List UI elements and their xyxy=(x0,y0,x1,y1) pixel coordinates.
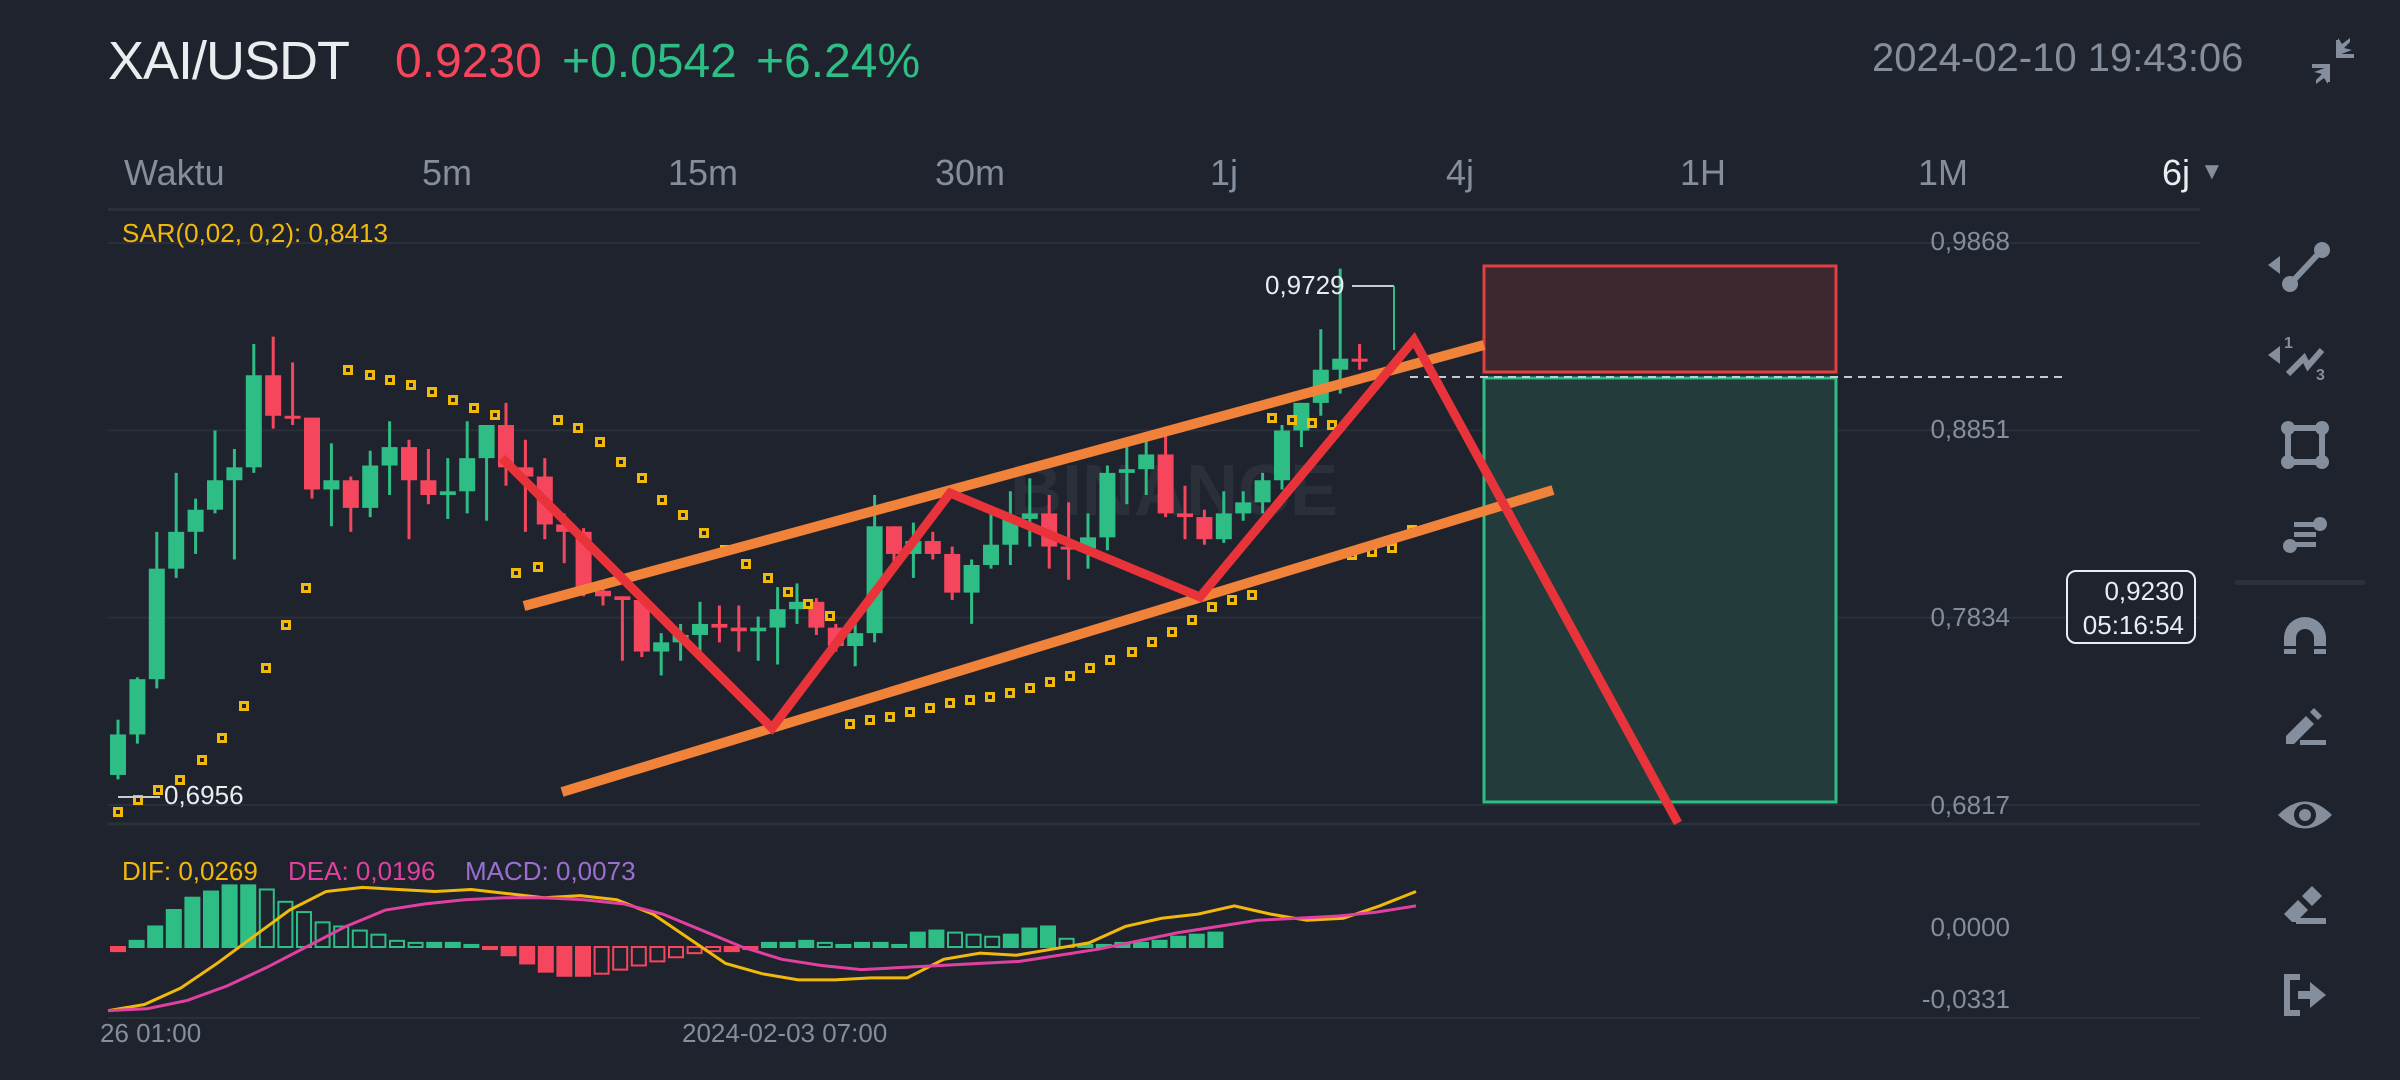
fibonacci-wave-tool[interactable]: 1 3 xyxy=(2268,320,2340,390)
current-price-tag: 0,9230 05:16:54 xyxy=(2066,570,2196,644)
dif-legend: DIF: 0,0269 xyxy=(122,856,258,886)
fib-retracement-tool[interactable] xyxy=(2270,500,2340,570)
eraser-tool[interactable] xyxy=(2270,870,2340,940)
price-axis-label: 0,7834 xyxy=(1930,602,2010,632)
visibility-tool[interactable] xyxy=(2270,780,2340,850)
eraser-icon xyxy=(2284,886,2326,924)
tab-30m[interactable]: 30m xyxy=(935,152,1006,193)
eye-visibility-icon xyxy=(2278,801,2332,829)
svg-text:1: 1 xyxy=(2284,335,2293,352)
tab-5m[interactable]: 5m xyxy=(422,152,473,193)
drawing-toolbar: 1 3 xyxy=(2235,212,2395,1080)
tab-1m[interactable]: 1M xyxy=(1918,152,1969,193)
take-profit-zone[interactable] xyxy=(1482,376,1838,804)
price-change-percent: +6.24% xyxy=(756,35,921,88)
price-axis-label: 0,8851 xyxy=(1930,414,2010,444)
tab-4j[interactable]: 4j xyxy=(1446,152,1475,193)
rectangle-tool[interactable] xyxy=(2270,410,2340,480)
price-chart[interactable]: BINANCE xyxy=(0,212,2200,1080)
submenu-arrow-icon[interactable] xyxy=(2268,346,2280,364)
tab-6j-label: 6j xyxy=(2162,152,2191,193)
rectangle-shape-icon xyxy=(2281,421,2329,469)
price-tag-value: 0,9230 xyxy=(2104,576,2184,606)
macd-axis-label: -0,0331 xyxy=(1921,984,2010,1014)
low-price-label: 0,6956 xyxy=(164,780,244,810)
macd-axis-label: 0,0000 xyxy=(1930,912,2010,942)
price-tag-countdown: 05:16:54 xyxy=(2082,610,2184,640)
high-price-label: 0,9729 xyxy=(1265,270,1345,300)
pencil-draw-icon xyxy=(2286,708,2326,745)
last-price: 0.9230 xyxy=(395,35,542,88)
submenu-arrow-icon[interactable] xyxy=(2268,256,2280,274)
svg-text:3: 3 xyxy=(2316,367,2325,384)
dea-legend: DEA: 0,0196 xyxy=(288,856,436,886)
tab-15m[interactable]: 15m xyxy=(668,152,739,193)
time-axis-label: 26 01:00 xyxy=(100,1018,202,1048)
exit-icon xyxy=(2284,974,2326,1016)
price-axis-label: 0,6817 xyxy=(1930,790,2010,820)
collapse-arrows-icon[interactable] xyxy=(2308,36,2358,86)
channel-upper-line[interactable] xyxy=(522,340,1486,611)
toolbar-divider xyxy=(2235,580,2365,585)
tab-waktu[interactable]: Waktu xyxy=(124,152,225,193)
trend-line-icon xyxy=(2282,242,2330,292)
pencil-tool[interactable] xyxy=(2270,690,2340,760)
magnet-icon xyxy=(2284,617,2326,654)
magnet-tool[interactable] xyxy=(2270,600,2340,670)
time-axis-label: 2024-02-03 07:00 xyxy=(682,1018,888,1048)
price-axis-label: 0,9868 xyxy=(1930,226,2010,256)
header: XAI/USDT 0.9230 +0.0542 +6.24% 2024-02-1… xyxy=(0,0,2400,130)
macd-legend: MACD: 0,0073 xyxy=(465,856,636,886)
channel-lower-line[interactable] xyxy=(560,485,1555,797)
zigzag-pattern-line[interactable] xyxy=(498,332,1682,826)
chevron-down-icon: ▼ xyxy=(2200,158,2224,185)
tab-6j[interactable]: 6j ▼ xyxy=(2162,152,2224,194)
timeframe-tabs: Waktu 5m 15m 30m 1j 4j 1H 1M 6j ▼ xyxy=(108,148,2224,211)
symbol-title[interactable]: XAI/USDT xyxy=(108,31,350,91)
tab-1h[interactable]: 1H xyxy=(1680,152,1727,193)
price-change: +0.0542 xyxy=(562,35,737,88)
sar-legend: SAR(0,02, 0,2): 0,8413 xyxy=(122,218,388,248)
fibonacci-wave-icon: 1 3 xyxy=(2284,335,2325,384)
tab-1j[interactable]: 1j xyxy=(1210,152,1239,193)
exit-tool[interactable] xyxy=(2270,960,2340,1030)
fib-retracement-icon xyxy=(2283,517,2327,553)
chart-area[interactable]: BINANCE SAR(0,02, 0,2): 0,8413 0,9868 0,… xyxy=(0,212,2200,1080)
stop-loss-zone[interactable] xyxy=(1482,264,1838,374)
current-datetime: 2024-02-10 19:43:06 xyxy=(1872,36,2244,80)
trend-line-tool[interactable] xyxy=(2268,230,2340,300)
